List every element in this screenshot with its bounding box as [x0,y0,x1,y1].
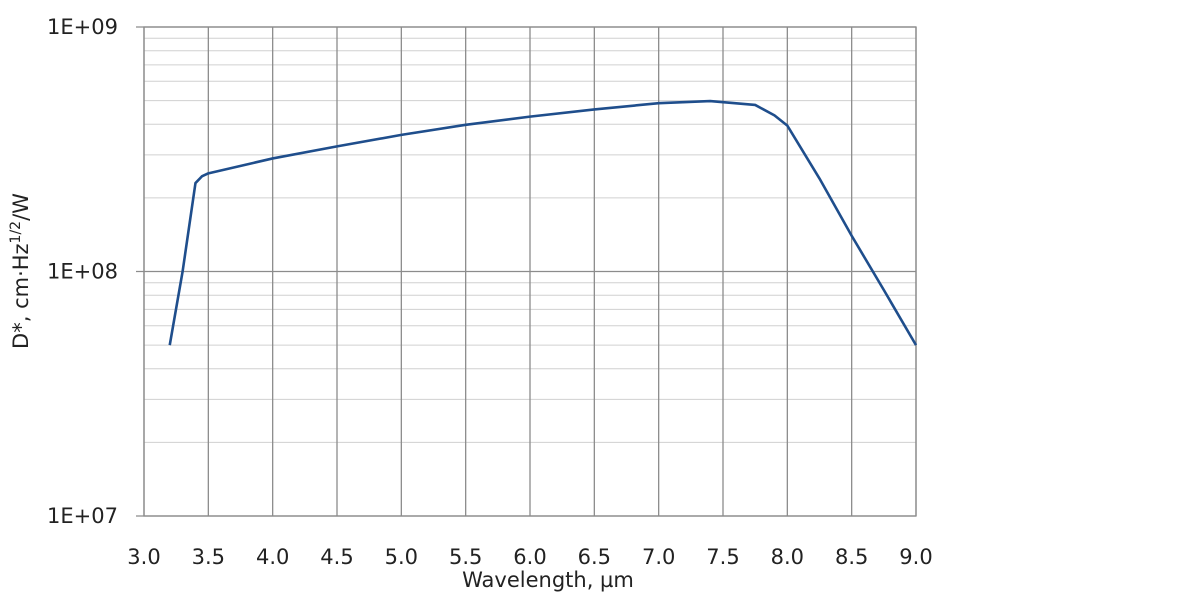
data-line [168,99,918,346]
y-axis-label: D*, cm·Hz1/2/W [8,193,33,349]
x-axis-label: Wavelength, µm [462,568,634,592]
x-tick-label: 7.5 [706,545,739,569]
y-tick-label: 1E+09 [47,15,118,39]
x-tick-label: 9.0 [899,545,932,569]
x-tick-label: 3.0 [127,545,160,569]
y-axis-label-main: D*, cm·Hz [9,243,33,349]
y-axis-label-suffix: /W [9,193,33,221]
x-tick-label: 6.5 [578,545,611,569]
x-tick-label: 5.5 [449,545,482,569]
x-tick-label: 6.0 [513,545,546,569]
y-axis-label-sup: 1/2 [8,221,24,244]
plot-border [143,26,917,517]
x-tick-label: 3.5 [192,545,225,569]
x-tick-label: 4.0 [256,545,289,569]
x-tick-label: 8.0 [771,545,804,569]
y-tick-label: 1E+08 [47,260,118,284]
x-tick-label: 8.5 [835,545,868,569]
x-tick-label: 7.0 [642,545,675,569]
y-tick-label: 1E+07 [47,504,118,528]
x-tick-label: 5.0 [385,545,418,569]
x-tick-label: 4.5 [320,545,353,569]
